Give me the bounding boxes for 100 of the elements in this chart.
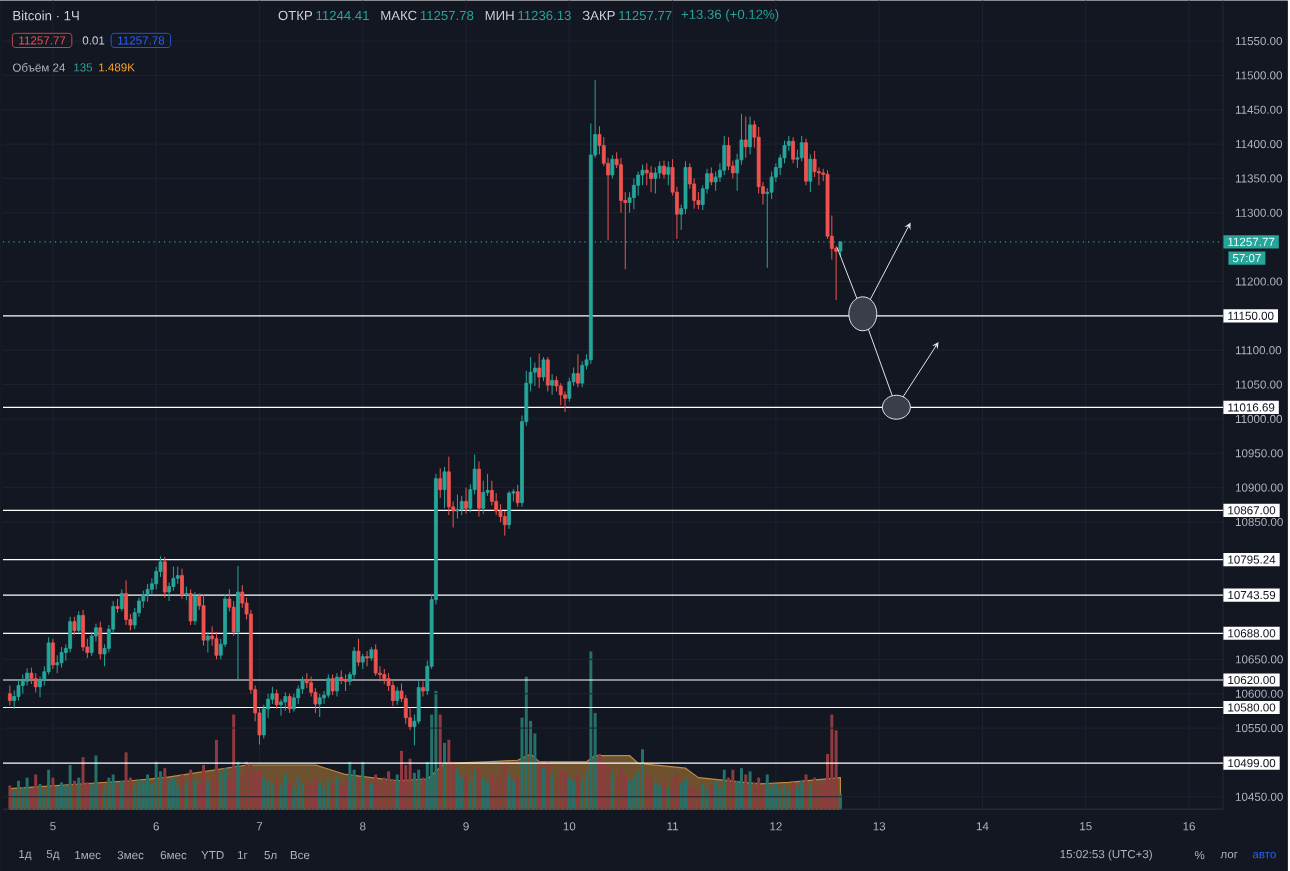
candlestick [649, 165, 653, 193]
bar [477, 768, 481, 810]
candlestick [59, 646, 64, 669]
bar [111, 774, 115, 810]
text: 3мес [117, 850, 144, 860]
bar [679, 783, 683, 810]
bar [34, 774, 38, 810]
bar [115, 788, 119, 810]
bar [25, 777, 29, 810]
bar [124, 752, 128, 810]
bar [623, 774, 627, 810]
bar [313, 777, 317, 810]
bar [684, 779, 688, 810]
ref-line-label: 11016.69 [1228, 403, 1275, 412]
bar [834, 730, 838, 810]
bar [765, 774, 769, 810]
bar [262, 777, 266, 810]
bar [447, 739, 451, 810]
bar [645, 774, 649, 810]
bar [714, 780, 718, 810]
bar [335, 777, 339, 810]
candlestick [791, 136, 796, 164]
bar [675, 774, 679, 810]
candlestick [205, 631, 210, 653]
bar [520, 717, 524, 810]
bar [438, 714, 442, 810]
annotation: 11257.78 [420, 10, 474, 21]
bar [275, 777, 279, 810]
bar [813, 777, 817, 810]
bar [339, 785, 343, 810]
annotation: 0.01 [82, 36, 105, 45]
bar [473, 771, 477, 810]
bar [434, 690, 438, 810]
ref-line-label: 11257.77 [1228, 237, 1275, 246]
bar [701, 783, 705, 810]
bar [64, 785, 68, 810]
bar [524, 676, 528, 810]
y-tick-label: 11100.00 [1235, 346, 1282, 355]
ref-line-label: 10688.00 [1228, 629, 1276, 638]
bar [507, 774, 511, 810]
bar [576, 774, 580, 810]
x-tick-label: 13 [873, 822, 886, 831]
y-tick-label: 11450.00 [1235, 105, 1283, 114]
y-tick-label: 11550.00 [1235, 36, 1283, 46]
bar [671, 777, 675, 810]
bar [356, 777, 360, 810]
bar [167, 780, 171, 810]
bar [481, 777, 485, 810]
bar [593, 712, 597, 810]
y-tick-label: 10950.00 [1235, 449, 1283, 458]
bar [60, 782, 64, 810]
bar [597, 753, 601, 810]
x-tick-label: 12 [770, 822, 782, 831]
bar [154, 761, 158, 810]
bar [51, 777, 55, 810]
y-tick-label: 10450.00 [1235, 792, 1283, 801]
bar [705, 788, 709, 810]
x-tick-label: 7 [256, 822, 263, 831]
text: 5л [264, 851, 277, 860]
bar [400, 750, 403, 810]
candlestick [51, 638, 55, 670]
bar [232, 714, 236, 810]
bar [537, 761, 541, 810]
bar [163, 768, 167, 810]
candlestick [390, 680, 395, 707]
bar [81, 757, 85, 810]
candlestick [356, 638, 361, 667]
bar [722, 769, 726, 810]
text: % [1194, 850, 1205, 860]
bar [77, 777, 81, 810]
candlestick [541, 356, 546, 382]
candlestick [567, 377, 572, 403]
bar [731, 769, 735, 810]
bar [193, 779, 197, 810]
bar [296, 777, 300, 810]
bar [180, 774, 184, 810]
y-tick-label: 11350.00 [1235, 174, 1283, 183]
bar [266, 780, 270, 810]
candlestick [12, 689, 17, 710]
bar [744, 774, 748, 810]
x-tick-label: 16 [1183, 822, 1195, 831]
y-tick-label: 11050.00 [1235, 380, 1283, 389]
candlestick [666, 160, 671, 186]
bar [253, 771, 257, 810]
y-tick-label: 11500.00 [1235, 71, 1283, 80]
bar [189, 769, 193, 810]
y-tick-label: 10600.00 [1235, 689, 1283, 698]
bar [808, 785, 812, 810]
bar [503, 761, 507, 810]
bar [589, 651, 593, 810]
bar [223, 768, 227, 810]
bar [395, 774, 399, 810]
bar [838, 793, 842, 810]
bar [778, 788, 782, 810]
annotation: 1.489K [99, 63, 135, 72]
candlestick [743, 116, 748, 159]
bar [804, 774, 808, 810]
candlestick [283, 691, 288, 712]
bar [236, 761, 240, 810]
bar [38, 783, 42, 810]
